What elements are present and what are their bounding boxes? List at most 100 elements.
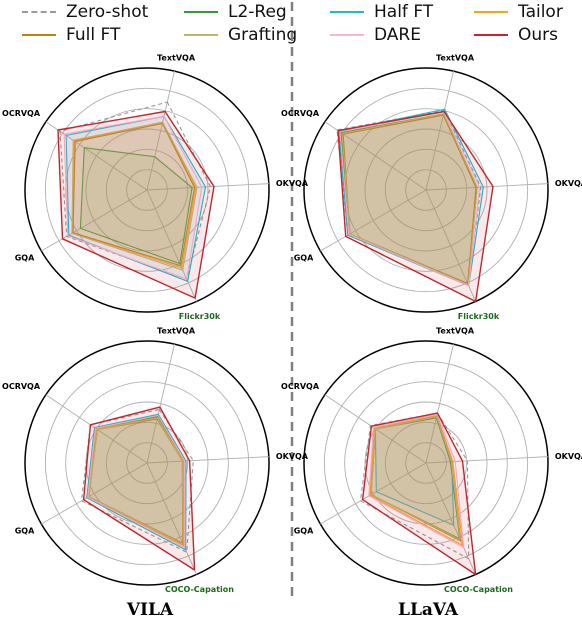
axis-label: GQA (294, 254, 314, 263)
grid-ring (323, 360, 529, 566)
legend-item-zero-shot: Zero-shot (22, 1, 148, 23)
grid-ring (364, 128, 488, 252)
legend: Zero-shot L2-Reg Half FT Tailor Full FT Graft… (0, 0, 582, 46)
series-dare (63, 115, 203, 280)
axis-spoke (146, 344, 175, 464)
axis-label: Flickr30k (458, 312, 500, 321)
legend-label: Full FT (66, 25, 121, 45)
grid-ring (105, 421, 189, 505)
grid-ring (126, 442, 168, 484)
legend-item-dare: DARE (330, 24, 421, 46)
legend-label: Half FT (374, 2, 434, 22)
axis-spoke (425, 344, 454, 464)
series-tailor (72, 121, 197, 269)
series-dare (87, 414, 186, 549)
series-l2-reg (79, 147, 193, 265)
axis-spoke (41, 189, 148, 252)
axis-label: GQA (294, 527, 314, 536)
legend-swatch (474, 11, 508, 13)
grid-ring (384, 148, 468, 232)
series-grafting (71, 121, 198, 271)
axis-label: Flickr30k (179, 312, 221, 321)
axis-label: COCO-Capation (444, 585, 513, 594)
grid-ring (85, 128, 209, 252)
axis-label: OCRVQA (2, 382, 41, 391)
axis-spoke (425, 183, 548, 191)
legend-swatch (184, 11, 218, 13)
axis-spoke (320, 462, 427, 525)
series-half-ft (86, 413, 187, 551)
axis-spoke (146, 456, 269, 464)
series-grafting (370, 416, 461, 541)
axis-spoke (425, 462, 477, 575)
series-grafting (88, 417, 184, 545)
axis-label: TextVQA (436, 326, 475, 335)
axis-spoke (146, 183, 269, 191)
radar-chart-3: TextVQA OKVQA COCO-Capation GQA OCRVQA (2, 326, 309, 594)
axis-label: OKVQA (555, 179, 582, 188)
axis-spoke (146, 71, 175, 191)
legend-label: DARE (374, 25, 421, 45)
grid-ring (405, 169, 447, 211)
legend-swatch (330, 34, 364, 36)
axis-label: OKVQA (276, 452, 309, 461)
radar-chart-1: TextVQA OKVQA Flickr30k GQA OCRVQA (2, 53, 309, 321)
axis-label: OCRVQA (281, 382, 320, 391)
axis-label: OKVQA (555, 452, 582, 461)
series-full-ft (72, 122, 196, 267)
legend-swatch (474, 34, 508, 36)
series-tailor (369, 414, 464, 547)
axis-label: GQA (15, 254, 35, 263)
axis-spoke (425, 71, 454, 191)
legend-label: Grafting (228, 25, 298, 45)
series-ours (361, 412, 477, 576)
legend-item-grafting: Grafting (184, 24, 297, 46)
axis-spoke (146, 462, 198, 575)
grid-ring (65, 381, 229, 545)
grid-ring (44, 87, 250, 293)
radar-chart-4: TextVQA OKVQA COCO-Capation GQA OCRVQA (281, 326, 582, 594)
legend-item-tailor: Tailor (474, 1, 563, 23)
outer-ring (24, 67, 270, 313)
radar-chart-2: TextVQA OKVQA Flickr30k GQA OCRVQA (281, 53, 582, 321)
legend-label: Tailor (518, 2, 563, 22)
axis-label: COCO-Capation (165, 585, 234, 594)
grid-ring (344, 381, 508, 545)
legend-label: Ours (518, 25, 559, 45)
axis-label: OCRVQA (2, 109, 41, 118)
axis-spoke (45, 121, 148, 191)
legend-label: L2-Reg (228, 2, 287, 22)
series-dare (368, 413, 465, 549)
axis-label: TextVQA (157, 53, 196, 62)
legend-swatch (22, 11, 56, 13)
outer-ring (303, 67, 549, 313)
column-title-llava: LLaVA (398, 600, 458, 620)
legend-item-half-ft: Half FT (330, 1, 433, 23)
series-dare (339, 110, 481, 287)
axis-spoke (146, 189, 198, 302)
series-ours (337, 110, 494, 303)
series-tailor (87, 417, 185, 547)
legend-swatch (184, 34, 218, 36)
legend-swatch (330, 11, 364, 13)
legend-swatch (22, 34, 56, 36)
series-zero-shot (359, 412, 470, 560)
legend-item-ours: Ours (474, 24, 558, 46)
grid-ring (126, 169, 168, 211)
axis-spoke (425, 456, 548, 464)
outer-ring (303, 340, 549, 586)
grid-ring (384, 421, 468, 505)
axis-spoke (41, 462, 148, 525)
legend-label: Zero-shot (66, 2, 149, 22)
column-title-vila: VILA (126, 600, 174, 620)
axis-spoke (320, 189, 427, 252)
legend-item-full-ft: Full FT (22, 24, 120, 46)
grid-ring (405, 442, 447, 484)
axis-label: OCRVQA (281, 109, 320, 118)
series-grafting (341, 113, 478, 286)
axis-label: TextVQA (436, 53, 475, 62)
axis-label: OKVQA (276, 179, 309, 188)
grid-ring (105, 148, 189, 232)
series-ours (57, 110, 215, 299)
